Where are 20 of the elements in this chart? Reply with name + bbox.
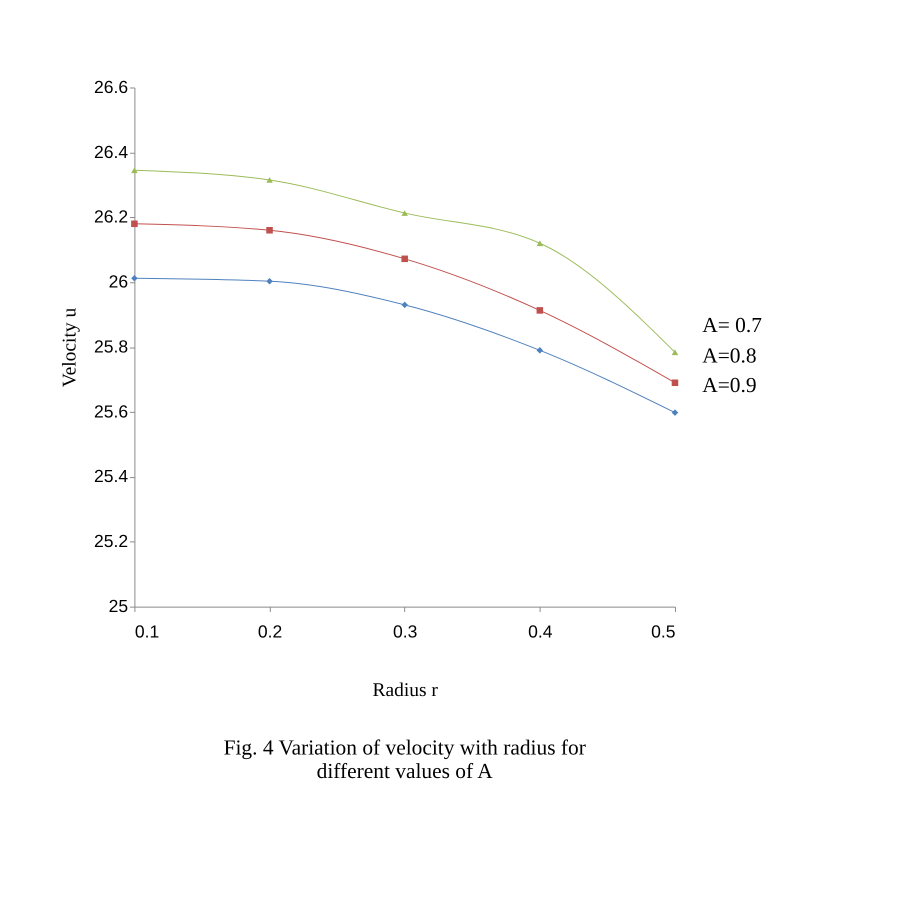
series-label: A=0.8 [702, 343, 757, 368]
y-axis-title: Velocity u [59, 308, 80, 388]
x-tick-label: 0.5 [651, 621, 676, 642]
series-label: A=0.9 [702, 373, 757, 398]
x-tick-label: 0.4 [528, 621, 553, 642]
x-tick-label: 0.2 [258, 621, 282, 642]
y-tick-label: 25.4 [94, 466, 128, 486]
y-tick-label: 25.2 [94, 531, 128, 552]
x-tick-label: 0.1 [134, 621, 160, 642]
y-tick-label: 25.8 [94, 336, 128, 356]
y-tick-label: 26.6 [94, 76, 128, 97]
y-tick-label: 26.4 [94, 142, 128, 162]
text: Fig. 4 Variation of velocity with radius for different values of A [224, 736, 586, 784]
x-tick-label: 0.3 [393, 621, 418, 642]
y-tick-label: 25.6 [94, 401, 128, 422]
y-tick-label: 25 [108, 596, 128, 616]
x-axis-title: Radius r [372, 680, 438, 701]
series-label: A= 0.7 [702, 312, 762, 337]
y-tick-label: 26.2 [94, 206, 128, 227]
y-tick-label: 26 [108, 272, 128, 292]
